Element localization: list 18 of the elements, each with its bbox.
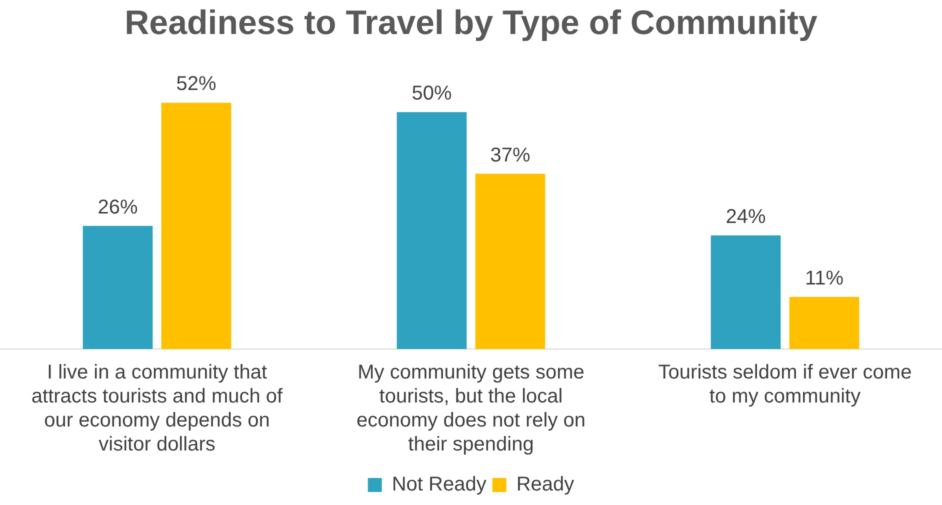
data-label: 11% [804, 267, 844, 290]
legend-label: Not Ready [392, 474, 486, 496]
bar [82, 226, 153, 349]
bar [475, 174, 546, 349]
x-tick-label: My community gets some tourists, but the local economy does not rely on their spending [356, 362, 586, 456]
bar [161, 102, 232, 349]
x-tick-label: Tourists seldom if ever come to my community [658, 362, 912, 408]
bar [710, 235, 781, 349]
chart-title: Readiness to Travel by Type of Community [124, 4, 818, 42]
data-label: 24% [726, 206, 766, 228]
data-label: 37% [490, 144, 530, 166]
data-label: 52% [176, 73, 216, 96]
data-label: 26% [98, 196, 138, 218]
bar [396, 112, 467, 349]
bar [789, 296, 860, 349]
legend-label: Ready [516, 474, 574, 496]
data-label: 50% [412, 82, 452, 105]
x-tick-label: I live in a community that attracts tourists and much of our economy depends on visitor dollars [31, 362, 284, 456]
